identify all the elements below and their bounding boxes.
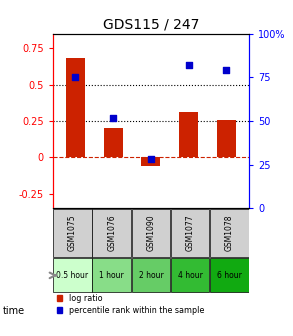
Point	[149, 157, 153, 162]
Bar	[132, 258, 170, 292]
Point	[186, 62, 191, 68]
Bar	[53, 258, 92, 292]
Bar	[104, 128, 122, 158]
Bar	[132, 209, 170, 257]
Text: GSM1090: GSM1090	[146, 215, 155, 251]
Bar	[142, 158, 160, 166]
Title: GDS115 / 247: GDS115 / 247	[103, 17, 199, 31]
Point	[111, 115, 115, 120]
Bar	[179, 112, 198, 158]
Text: 1 hour: 1 hour	[99, 271, 124, 280]
Bar	[92, 258, 131, 292]
Legend: log ratio, percentile rank within the sample: log ratio, percentile rank within the sa…	[57, 294, 204, 315]
Text: GSM1076: GSM1076	[107, 215, 116, 251]
Bar	[92, 209, 131, 257]
Text: GSM1078: GSM1078	[225, 215, 234, 251]
Bar	[53, 209, 92, 257]
Text: 6 hour: 6 hour	[217, 271, 242, 280]
Bar	[217, 120, 236, 158]
Bar	[171, 258, 209, 292]
Point	[224, 68, 229, 73]
Point	[73, 75, 78, 80]
Bar	[210, 258, 249, 292]
Text: 0.5 hour: 0.5 hour	[56, 271, 88, 280]
Bar	[210, 209, 249, 257]
Text: GSM1075: GSM1075	[68, 215, 77, 251]
Text: 4 hour: 4 hour	[178, 271, 202, 280]
Bar	[66, 58, 85, 158]
Text: 2 hour: 2 hour	[139, 271, 163, 280]
Bar	[171, 209, 209, 257]
Text: time: time	[3, 306, 25, 316]
Text: GSM1077: GSM1077	[186, 215, 195, 251]
